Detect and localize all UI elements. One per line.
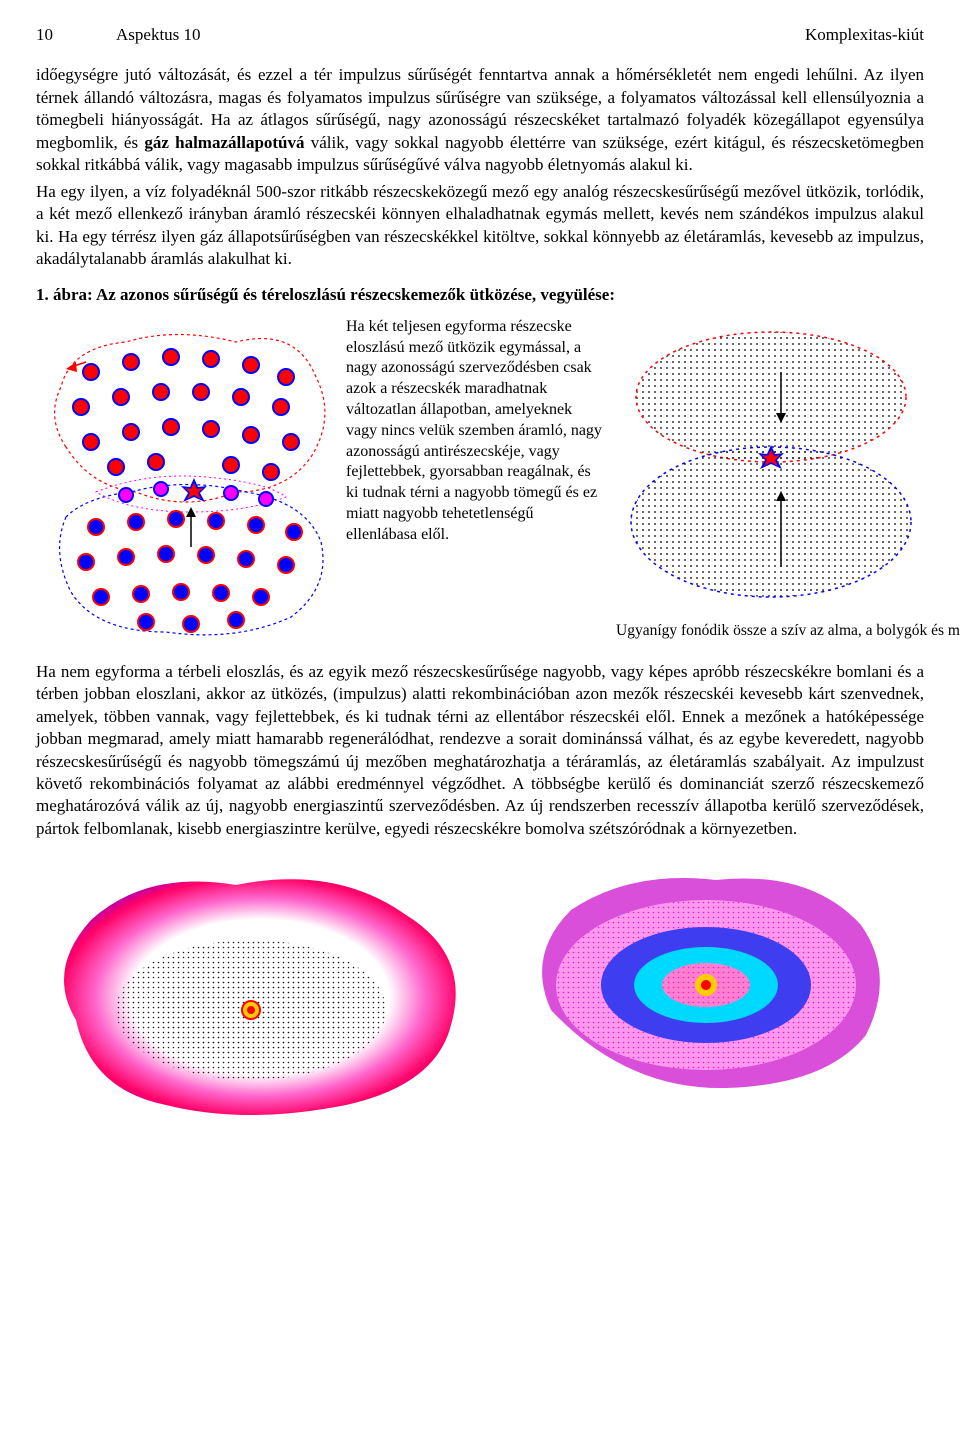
bottom-figure-row — [36, 860, 924, 1120]
figure-text: Ha két teljesen egyforma részecske elosz… — [346, 317, 606, 546]
paragraph-3: Ha nem egyforma a térbeli eloszlás, és a… — [36, 661, 924, 841]
blob-right — [516, 860, 896, 1100]
header-center: Aspektus 10 — [116, 24, 201, 46]
figure-left — [36, 317, 336, 647]
particle-field-diagram — [36, 317, 336, 647]
figure-row: Ha két teljesen egyforma részecske elosz… — [36, 317, 924, 647]
figure-right: Ugyanígy fonódik össze a szív az alma, a… — [616, 317, 960, 641]
ellipse-diagram — [616, 317, 916, 617]
page-number: 10 — [36, 24, 116, 46]
paragraph-1: időegységre jutó változását, és ezzel a … — [36, 64, 924, 176]
figure-title: 1. ábra: Az azonos sűrűségű és téreloszl… — [36, 284, 924, 306]
blob-left — [36, 860, 476, 1120]
header-right: Komplexitas-kiút — [201, 24, 924, 46]
page-header: 10 Aspektus 10 Komplexitas-kiút — [36, 24, 924, 46]
paragraph-2: Ha egy ilyen, a víz folyadéknál 500-szor… — [36, 181, 924, 271]
figure-caption: Ugyanígy fonódik össze a szív az alma, a… — [616, 621, 960, 641]
